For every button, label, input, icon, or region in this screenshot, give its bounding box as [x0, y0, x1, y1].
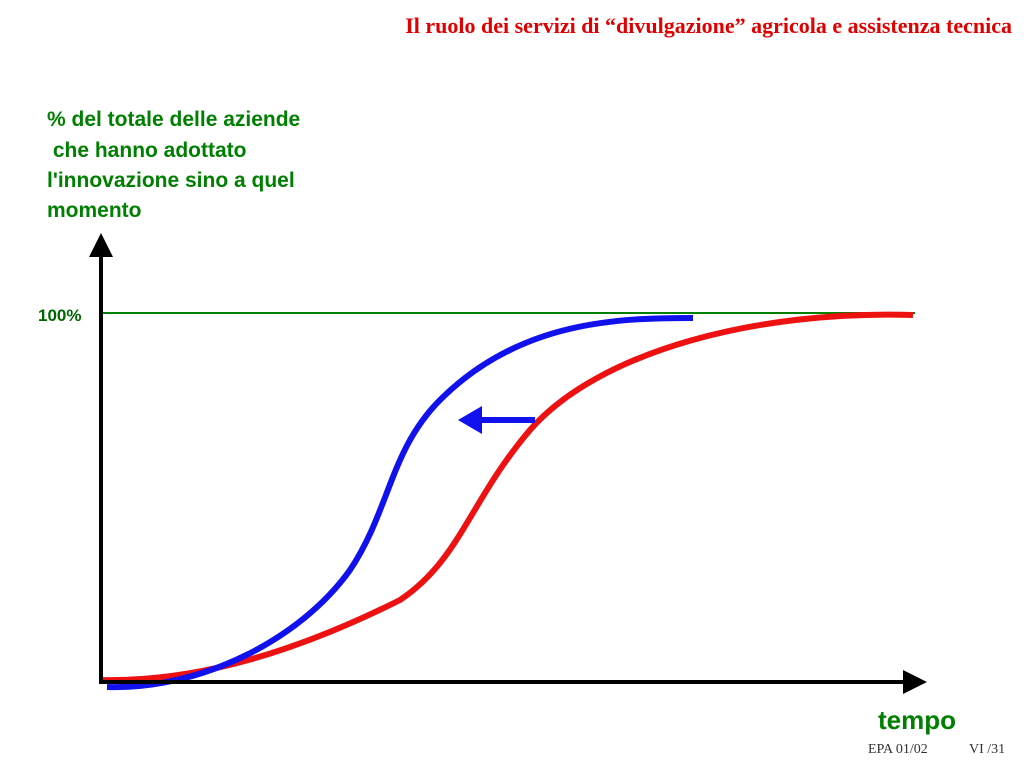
footer-course: EPA 01/02 — [868, 742, 928, 757]
y-axis-label: momento — [47, 199, 142, 222]
x-axis-label: tempo — [878, 705, 956, 735]
reference-label: 100% — [38, 306, 82, 325]
footer-page: VI /31 — [969, 742, 1006, 757]
y-axis-label: l'innovazione sino a quel — [47, 169, 295, 192]
original-curve — [101, 311, 914, 684]
shift-arrow-head — [458, 406, 482, 434]
title: Il ruolo dei servizi di “divulgazione” a… — [405, 13, 1012, 38]
shifted-curve — [106, 315, 694, 691]
y-axis-label: che hanno adottato — [47, 139, 247, 162]
y-axis-label: % del totale delle aziende — [47, 108, 301, 131]
